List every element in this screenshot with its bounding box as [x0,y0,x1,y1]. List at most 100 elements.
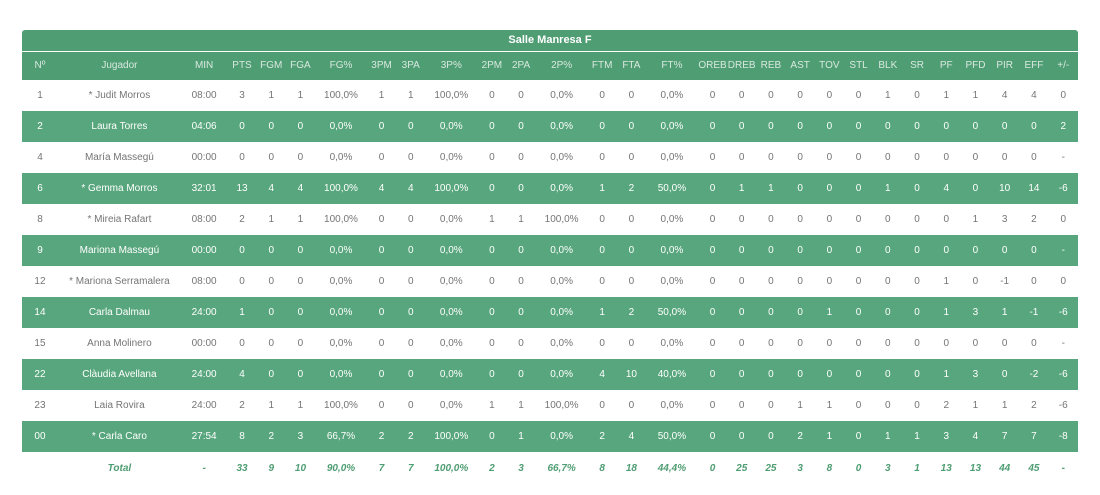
stat-cell: 7 [1019,420,1049,452]
player-name-cell: * Mireia Rafart [57,203,181,235]
player-name-cell: * Judit Morros [57,79,181,111]
stat-cell: 0 [843,358,874,390]
stat-cell: 0 [587,327,617,359]
stat-cell: 0 [931,141,961,173]
stat-cell: 0 [227,265,257,297]
stat-cell: 0 [285,358,316,390]
stat-cell: 0 [396,234,426,266]
stat-cell: 0 [256,296,286,328]
minutes-cell: 04:06 [180,110,228,142]
stat-cell: 2 [227,389,257,421]
stats-table: Nº Jugador MIN PTS FGM FGA FG% 3PM 3PA 3P% 2PM 2PA 2… [22,51,1078,486]
column-header: 2PA [506,51,536,80]
stat-cell: 0 [873,141,903,173]
stat-cell: 0 [843,296,874,328]
total-stat-cell: 18 [616,451,646,486]
total-stat-cell: 90,0% [315,451,367,486]
stat-cell: 1 [960,389,991,421]
stat-cell: 0 [814,141,844,173]
stat-cell: 0 [814,265,844,297]
stat-cell: 0,0% [535,327,588,359]
stat-cell: 0 [843,172,874,204]
stat-cell: 0 [1019,234,1049,266]
stat-cell: 1 [285,79,316,111]
column-header: 3PA [396,51,426,80]
stat-cell: -6 [1048,172,1078,204]
total-stat-cell: 2 [477,451,507,486]
stat-cell: 0 [727,234,757,266]
minutes-cell: 00:00 [180,327,228,359]
stat-cell: 2 [1019,389,1049,421]
stat-cell: 0 [785,79,815,111]
stat-cell: 0,0% [315,265,367,297]
stat-cell: 0 [756,203,786,235]
column-header: 2PM [477,51,507,80]
stat-cell: - [1048,327,1078,359]
total-stat-cell: 1 [902,451,932,486]
stat-cell: 0 [366,203,397,235]
stat-cell: 0 [873,389,903,421]
player-number-cell: 15 [22,327,58,359]
column-header: EFF [1019,51,1049,80]
stat-cell: 0,0% [535,358,588,390]
stat-cell: 0 [396,265,426,297]
stat-cell: 0 [843,203,874,235]
stat-cell: 0 [902,358,932,390]
stat-cell: 0 [727,327,757,359]
stat-cell: 1 [256,203,286,235]
stat-cell: 0 [785,172,815,204]
total-stat-cell: 44,4% [646,451,698,486]
stat-cell: 0 [727,358,757,390]
column-header: MIN [180,51,228,80]
column-header: 3P% [425,51,478,80]
stat-cell: 0 [785,327,815,359]
stat-cell: 8 [227,420,257,452]
player-number-cell: 4 [22,141,58,173]
stat-cell: 0 [256,141,286,173]
stat-cell: 0,0% [646,79,698,111]
stat-cell: 0 [285,141,316,173]
stat-cell: 0 [843,389,874,421]
player-row: 00 * Carla Caro 27:54 8 2 3 66,7% 2 2 100,0% 0 1 0,0… [22,420,1078,452]
stat-cell: 0 [990,327,1020,359]
stat-cell: 0 [902,327,932,359]
stat-cell: 0 [756,358,786,390]
minutes-cell: 00:00 [180,234,228,266]
total-stat-cell: 3 [506,451,536,486]
stat-cell: 0 [587,234,617,266]
total-stat-cell: 13 [931,451,961,486]
stat-cell: 100,0% [315,203,367,235]
stat-cell: 0 [960,234,991,266]
player-name-cell: * Carla Caro [57,420,181,452]
stat-cell: 2 [396,420,426,452]
stat-cell: 2 [616,172,646,204]
stat-cell: 3 [227,79,257,111]
stat-cell: 0 [727,420,757,452]
total-stat-cell: 7 [396,451,426,486]
player-row: 6 * Gemma Morros 32:01 13 4 4 100,0% 4 4 100,0% 0 0… [22,172,1078,204]
column-header: OREB [697,51,728,80]
stat-cell: 0,0% [646,265,698,297]
stat-cell: 0 [285,327,316,359]
stat-cell: 0 [477,79,507,111]
column-header: Jugador [57,51,181,80]
stat-cell: 0 [756,327,786,359]
stat-cell: 1 [990,296,1020,328]
player-name-cell: Laura Torres [57,110,181,142]
stat-cell: 0 [873,358,903,390]
stat-cell: 0 [814,79,844,111]
stat-cell: 0 [727,265,757,297]
team-name: Salle Manresa F [508,34,592,46]
stat-cell: 0 [697,389,728,421]
stat-cell: 0 [960,327,991,359]
stat-cell: 0 [227,234,257,266]
stat-cell: 100,0% [315,389,367,421]
stat-cell: 50,0% [646,172,698,204]
player-row: 9 Mariona Massegú 00:00 0 0 0 0,0% 0 0 0,0% 0 0 0,0%… [22,234,1078,266]
stat-cell: 0 [785,234,815,266]
column-header: TOV [814,51,844,80]
stat-cell: 1 [931,265,961,297]
stat-cell: 0 [756,79,786,111]
stat-cell: 2 [256,420,286,452]
stat-cell: 0 [756,234,786,266]
